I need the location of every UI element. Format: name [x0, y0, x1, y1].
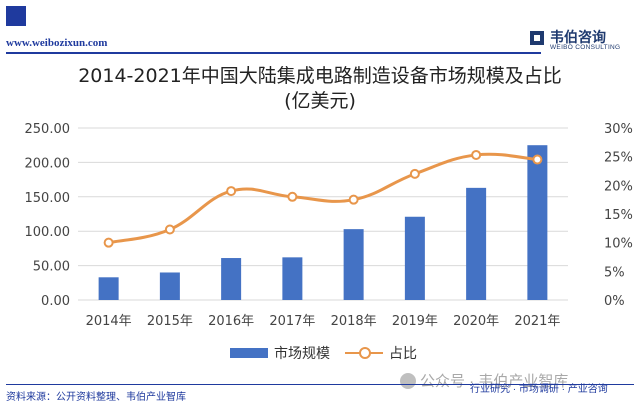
y-tick-label: 100.00: [25, 225, 71, 240]
x-tick-label: 2015年: [147, 314, 193, 329]
y2-tick-label: 0%: [604, 294, 625, 309]
site-url: www.weibozixun.com: [6, 37, 108, 49]
wechat-icon: [400, 373, 416, 389]
y2-tick-label: 30%: [604, 122, 633, 137]
header-rule: [6, 52, 541, 54]
bar-series: [98, 145, 548, 300]
legend-bar-label: 市场规模: [274, 346, 330, 362]
x-tick-label: 2018年: [331, 314, 377, 329]
y-tick-label: 200.00: [25, 156, 71, 171]
chart-title: 2014-2021年中国大陆集成电路制造设备市场规模及占比: [78, 65, 562, 87]
bar: [159, 272, 180, 300]
gridlines: [78, 127, 568, 301]
y-tick-label: 50.00: [33, 260, 70, 275]
footer-rule: [6, 384, 634, 385]
bar: [343, 229, 364, 300]
line-series: [103, 149, 543, 248]
y2-tick-label: 20%: [604, 179, 633, 194]
legend: 市场规模 占比: [230, 343, 430, 363]
bar: [282, 257, 303, 300]
brand-logo: 韦伯咨询 WEIBO CONSULTING: [528, 27, 632, 53]
line-point: [532, 154, 543, 165]
x-tick-label: 2019年: [392, 314, 438, 329]
line-point: [226, 186, 237, 197]
y-tick-label: 250.00: [25, 122, 71, 137]
bar: [98, 277, 119, 300]
bar: [404, 216, 425, 300]
legend-line-marker: [359, 347, 371, 359]
line-point: [471, 149, 482, 160]
source-note: 资料来源：公开资料整理、韦伯产业智库: [6, 392, 186, 403]
line-point: [164, 224, 175, 235]
bar: [466, 187, 487, 300]
x-tick-label: 2020年: [453, 314, 499, 329]
y2-tick-label: 5%: [604, 265, 625, 280]
line-path: [108, 152, 538, 245]
header-accent-square: [6, 6, 26, 26]
x-axis: 2014年 2015年 2016年 2017年 2018年 2019年 2020年 2021年: [86, 314, 561, 329]
x-tick-label: 2016年: [208, 314, 254, 329]
logo-subtitle: WEIBO CONSULTING: [550, 44, 621, 51]
x-tick-label: 2017年: [269, 314, 315, 329]
y-tick-label: 0.00: [41, 294, 70, 309]
line-point: [287, 191, 298, 202]
y-axis-left: 0.00 50.00 100.00 150.00 200.00 250.00: [25, 122, 71, 309]
bar: [527, 145, 548, 300]
line-point: [348, 194, 359, 205]
bar: [221, 258, 242, 300]
y2-tick-label: 25%: [604, 151, 633, 166]
chart-subtitle: (亿美元): [284, 90, 356, 112]
y-axis-right: 0% 5% 10% 15% 20% 25% 30%: [604, 122, 633, 309]
line-point: [409, 168, 420, 179]
watermark: 公众号 · 韦伯产业智库: [400, 370, 568, 391]
legend-line-label: 占比: [389, 346, 417, 362]
x-tick-label: 2014年: [86, 314, 132, 329]
y2-tick-label: 15%: [604, 208, 633, 223]
logo-mark-icon: [530, 31, 544, 45]
footer-tagline: 行业研究 · 市场调研 · 产业咨询: [470, 384, 608, 395]
logo-name: 韦伯咨询: [550, 30, 606, 46]
line-point: [103, 237, 114, 248]
y2-tick-label: 10%: [604, 237, 633, 252]
watermark-text: 公众号 · 韦伯产业智库: [420, 373, 569, 390]
y-tick-label: 150.00: [25, 191, 71, 206]
legend-bar-swatch: [230, 348, 268, 358]
x-tick-label: 2021年: [514, 314, 560, 329]
